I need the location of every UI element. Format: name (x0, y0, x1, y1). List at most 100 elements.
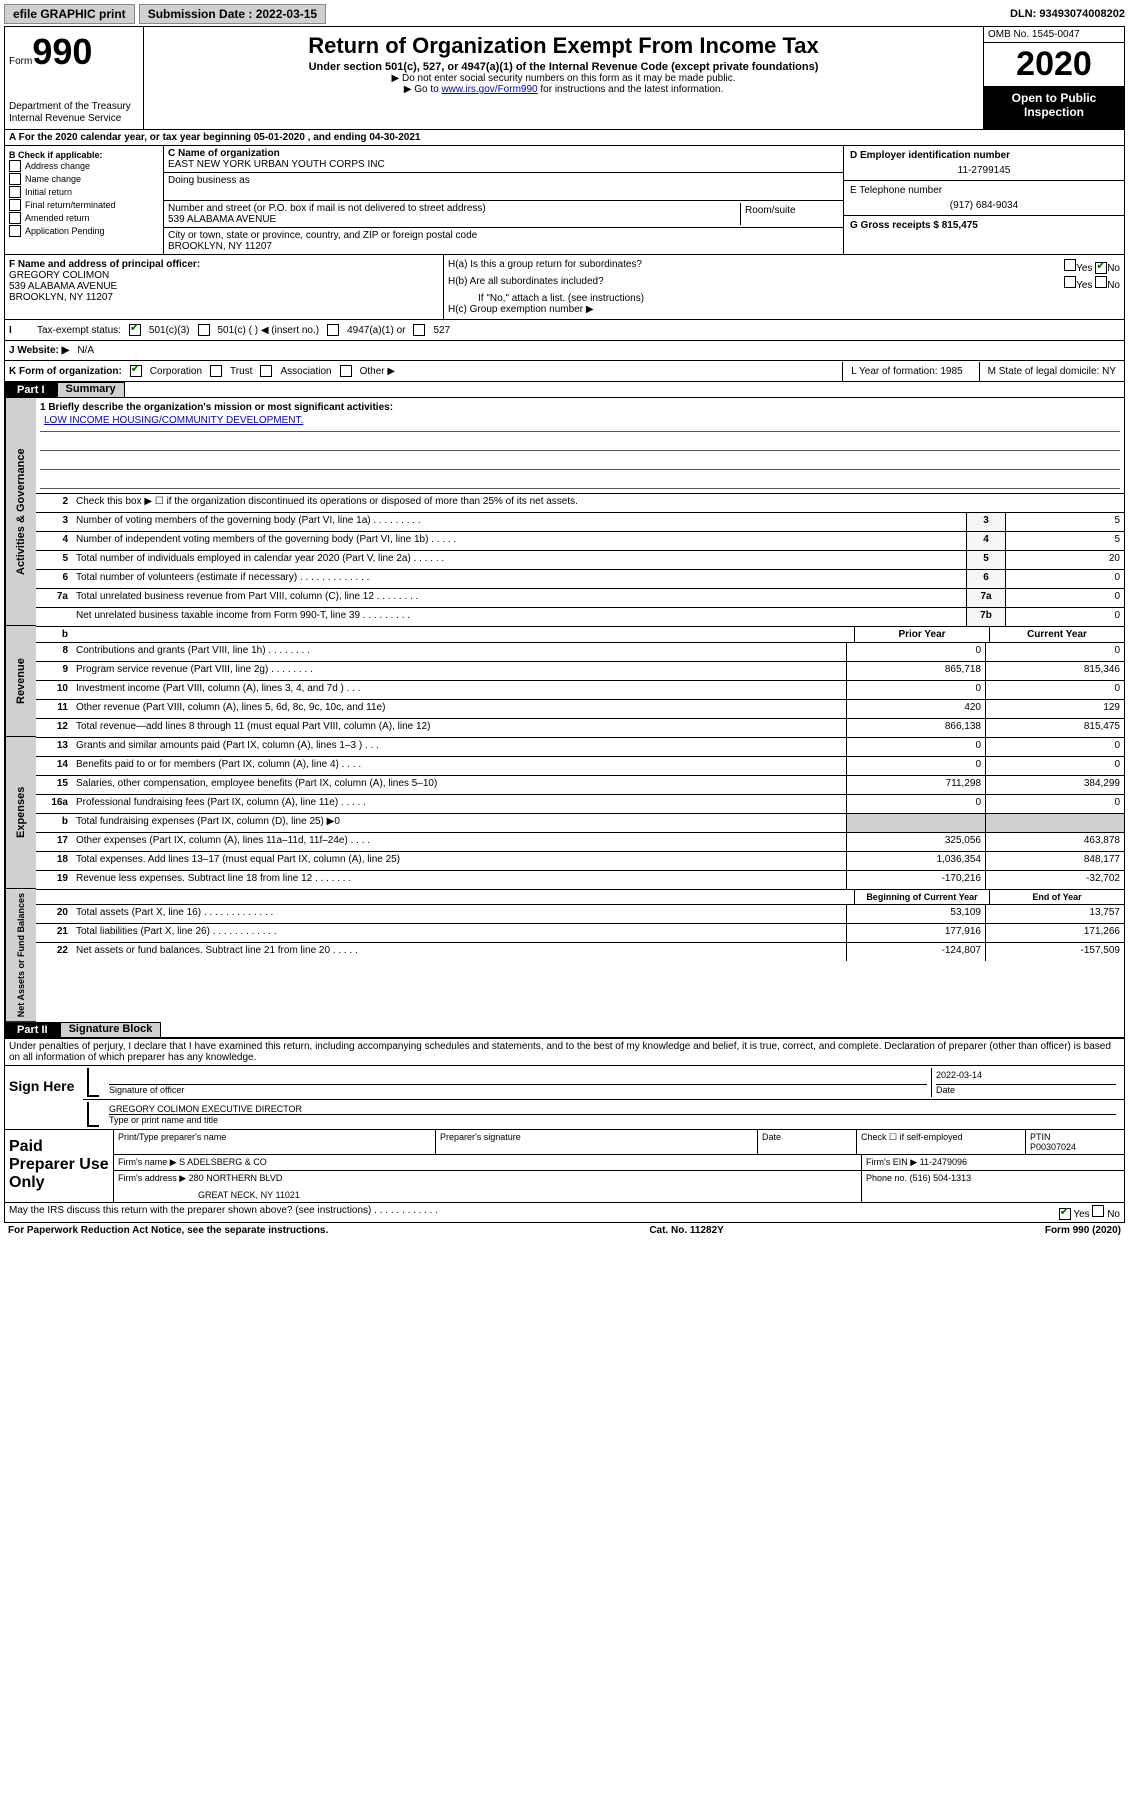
inspection-badge: Open to Public Inspection (984, 87, 1124, 129)
firm-addr2: GREAT NECK, NY 11021 (118, 1190, 857, 1200)
chk-assoc[interactable] (260, 365, 272, 377)
paperwork-notice: For Paperwork Reduction Act Notice, see … (8, 1225, 328, 1236)
addr-value: 539 ALABAMA AVENUE (168, 214, 740, 225)
expenses-section: Expenses 13Grants and similar amounts pa… (5, 737, 1124, 889)
discuss-yes[interactable] (1059, 1208, 1071, 1220)
chk-501c[interactable] (198, 324, 210, 336)
hb-label: H(b) Are all subordinates included? (448, 276, 604, 291)
row-j-website: J Website: ▶ N/A (5, 341, 1124, 361)
vlabel-ag: Activities & Governance (5, 398, 36, 626)
ha-no[interactable] (1095, 262, 1107, 274)
section-bcde: B Check if applicable: Address change Na… (5, 146, 1124, 255)
discuss-row: May the IRS discuss this return with the… (5, 1202, 1124, 1222)
prep-h3: Date (757, 1130, 856, 1154)
form-header-row: Form990 Department of the Treasury Inter… (5, 27, 1124, 130)
row-i-tax-status: I Tax-exempt status: 501(c)(3) 501(c) ( … (5, 320, 1124, 341)
firm-name: S ADELSBERG & CO (179, 1157, 267, 1167)
summary-line: bTotal fundraising expenses (Part IX, co… (36, 813, 1124, 832)
submission-date-button[interactable]: Submission Date : 2022-03-15 (139, 4, 326, 24)
dept-text: Department of the Treasury Internal Reve… (9, 101, 139, 125)
summary-line: 18Total expenses. Add lines 13–17 (must … (36, 851, 1124, 870)
row-k-form-org: K Form of organization: Corporation Trus… (5, 361, 1124, 382)
summary-line: 12Total revenue—add lines 8 through 11 (… (36, 718, 1124, 737)
officer-name: GREGORY COLIMON (9, 270, 439, 281)
chk-application-pending[interactable] (9, 225, 21, 237)
firm-label: Firm's name ▶ (118, 1157, 177, 1167)
summary-line: 9Program service revenue (Part VIII, lin… (36, 661, 1124, 680)
efile-button[interactable]: efile GRAPHIC print (4, 4, 135, 24)
website-label: J Website: ▶ (9, 345, 69, 356)
part1-title: Summary (57, 382, 125, 398)
form-frame: Form990 Department of the Treasury Inter… (4, 26, 1125, 1223)
officer-addr1: 539 ALABAMA AVENUE (9, 281, 439, 292)
hb-no[interactable] (1095, 276, 1107, 288)
summary-line: 20Total assets (Part X, line 16) . . . .… (36, 904, 1124, 923)
part2-label: Part II (5, 1022, 60, 1038)
hc-label: H(c) Group exemption number ▶ (448, 304, 1120, 315)
vlabel-rev: Revenue (5, 626, 36, 737)
preparer-section: Paid Preparer Use Only Print/Type prepar… (5, 1129, 1124, 1202)
tax-year: 2020 (984, 43, 1124, 87)
chk-501c3[interactable] (129, 324, 141, 336)
state-domicile: M State of legal domicile: NY (979, 362, 1124, 381)
chk-name-change[interactable] (9, 173, 21, 185)
ein-label: D Employer identification number (850, 150, 1118, 161)
prep-ptin: P00307024 (1030, 1142, 1120, 1152)
part2-title: Signature Block (60, 1022, 162, 1038)
chk-final-return[interactable] (9, 199, 21, 211)
firm-addr-label: Firm's address ▶ (118, 1173, 186, 1183)
form990-link[interactable]: www.irs.gov/Form990 (441, 84, 537, 95)
summary-line: 10Investment income (Part VIII, column (… (36, 680, 1124, 699)
col-f-officer: F Name and address of principal officer:… (5, 255, 444, 319)
officer-label: F Name and address of principal officer: (9, 259, 439, 270)
year-formation: L Year of formation: 1985 (842, 362, 970, 381)
hb-note: If "No," attach a list. (see instruction… (448, 293, 1120, 304)
omb-number: OMB No. 1545-0047 (984, 27, 1124, 43)
hdr-eoy: End of Year (989, 890, 1124, 904)
summary-line: 8Contributions and grants (Part VIII, li… (36, 642, 1124, 661)
org-name-label: C Name of organization (168, 148, 839, 159)
firm-ein: 11-2479096 (920, 1157, 967, 1167)
q1-label: 1 Briefly describe the organization's mi… (40, 402, 1120, 413)
col-b-checkboxes: B Check if applicable: Address change Na… (5, 146, 164, 254)
phone-value: (917) 684-9034 (850, 200, 1118, 211)
summary-line: 11Other revenue (Part VIII, column (A), … (36, 699, 1124, 718)
chk-trust[interactable] (210, 365, 222, 377)
form-number: 990 (32, 31, 92, 72)
summary-line: 13Grants and similar amounts paid (Part … (36, 737, 1124, 756)
firm-phone-label: Phone no. (866, 1173, 907, 1183)
chk-other[interactable] (340, 365, 352, 377)
activities-governance-section: Activities & Governance 1 Briefly descri… (5, 398, 1124, 626)
chk-527[interactable] (413, 324, 425, 336)
chk-4947[interactable] (327, 324, 339, 336)
chk-corp[interactable] (130, 365, 142, 377)
vlabel-exp: Expenses (5, 737, 36, 889)
sign-here-section: Sign Here Signature of officer 2022-03-1… (5, 1065, 1124, 1129)
revenue-section: Revenue bPrior YearCurrent Year 8Contrib… (5, 626, 1124, 737)
row-a-tax-year: A For the 2020 calendar year, or tax yea… (5, 130, 1124, 146)
chk-address-change[interactable] (9, 160, 21, 172)
prep-h2: Preparer's signature (435, 1130, 757, 1154)
row-fh: F Name and address of principal officer:… (5, 255, 1124, 320)
preparer-label: Paid Preparer Use Only (5, 1130, 113, 1202)
dln-label: DLN: 93493074008202 (1010, 8, 1125, 20)
hb-yes[interactable] (1064, 276, 1076, 288)
header-instr1: ▶ Do not enter social security numbers o… (148, 73, 979, 84)
prep-h4b: PTIN (1030, 1132, 1120, 1142)
hdr-boy: Beginning of Current Year (854, 890, 989, 904)
summary-line: 5Total number of individuals employed in… (36, 550, 1124, 569)
addr-label: Number and street (or P.O. box if mail i… (168, 203, 740, 214)
form-ref: Form 990 (2020) (1045, 1225, 1121, 1236)
cat-no: Cat. No. 11282Y (649, 1225, 723, 1236)
officer-addr2: BROOKLYN, NY 11207 (9, 292, 439, 303)
header-subtitle: Under section 501(c), 527, or 4947(a)(1)… (148, 61, 979, 73)
discuss-no[interactable] (1092, 1205, 1104, 1217)
form-org-label: K Form of organization: (9, 366, 122, 377)
summary-line: 14Benefits paid to or for members (Part … (36, 756, 1124, 775)
chk-amended[interactable] (9, 212, 21, 224)
firm-ein-label: Firm's EIN ▶ (866, 1157, 917, 1167)
sign-here-label: Sign Here (5, 1066, 83, 1129)
ha-yes[interactable] (1064, 259, 1076, 271)
chk-initial-return[interactable] (9, 186, 21, 198)
website-value: N/A (77, 345, 94, 356)
